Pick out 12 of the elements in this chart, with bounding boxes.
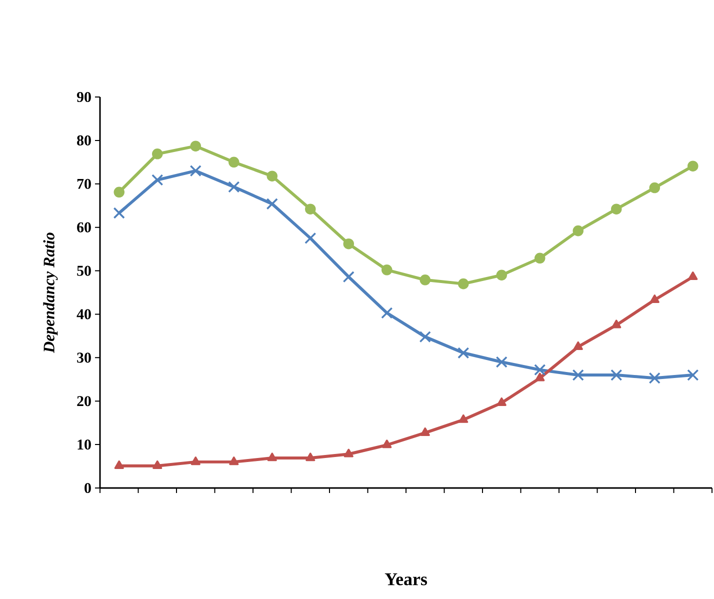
y-tick-label: 10 xyxy=(78,440,91,450)
y-tick-label: 20 xyxy=(77,396,91,406)
y-tick-label: 40 xyxy=(76,309,91,320)
y-tick-label: 30 xyxy=(77,352,91,363)
y-axis-title: Dependancy Ratio xyxy=(43,232,58,354)
y-tick-label: 90 xyxy=(76,92,91,102)
y-tick-label: 80 xyxy=(77,135,91,146)
x-axis-title: Years xyxy=(384,573,428,586)
y-tick-label: 50 xyxy=(77,266,91,276)
y-tick-label: 70 xyxy=(77,178,91,189)
y-tick-label: 60 xyxy=(77,222,91,232)
y-tick-label: 0 xyxy=(84,482,91,494)
